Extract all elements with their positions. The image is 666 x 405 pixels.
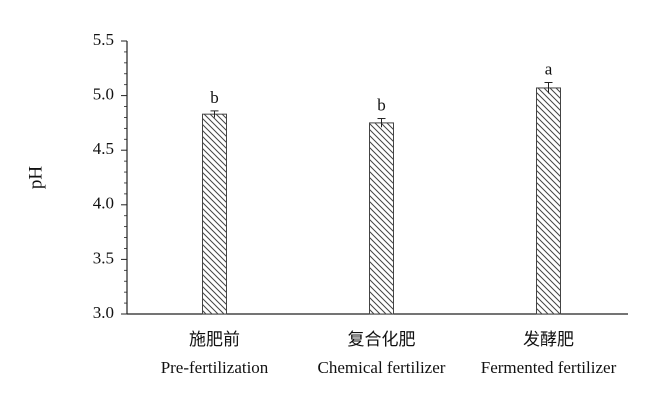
y-tick-label: 3.5	[93, 248, 114, 267]
category-label-en: Fermented fertilizer	[481, 358, 617, 377]
category-label-en: Chemical fertilizer	[318, 358, 446, 377]
y-tick-label: 5.5	[93, 30, 114, 49]
y-axis-label: pH	[25, 166, 46, 190]
y-tick-label: 4.0	[93, 194, 114, 213]
axes: 3.0 3.5 4.0 4.5 5.0 5.5	[93, 30, 628, 322]
significance-label: b	[377, 96, 386, 115]
y-tick-label: 3.0	[93, 303, 114, 322]
significance-label: a	[545, 59, 553, 78]
category-label-zh: 发酵肥	[523, 330, 574, 349]
bar	[536, 87, 561, 315]
y-tick-label: 5.0	[93, 85, 114, 104]
bar	[369, 122, 394, 315]
significance-label: b	[210, 88, 219, 107]
category-label-zh: 复合化肥	[348, 330, 416, 349]
category-label-en: Pre-fertilization	[161, 358, 269, 377]
bars: b b a	[202, 59, 561, 315]
bar	[202, 113, 227, 315]
y-tick-label: 4.5	[93, 139, 114, 158]
category-labels: 施肥前 Pre-fertilization 复合化肥 Chemical fertili…	[161, 330, 617, 377]
category-label-zh: 施肥前	[189, 330, 240, 349]
